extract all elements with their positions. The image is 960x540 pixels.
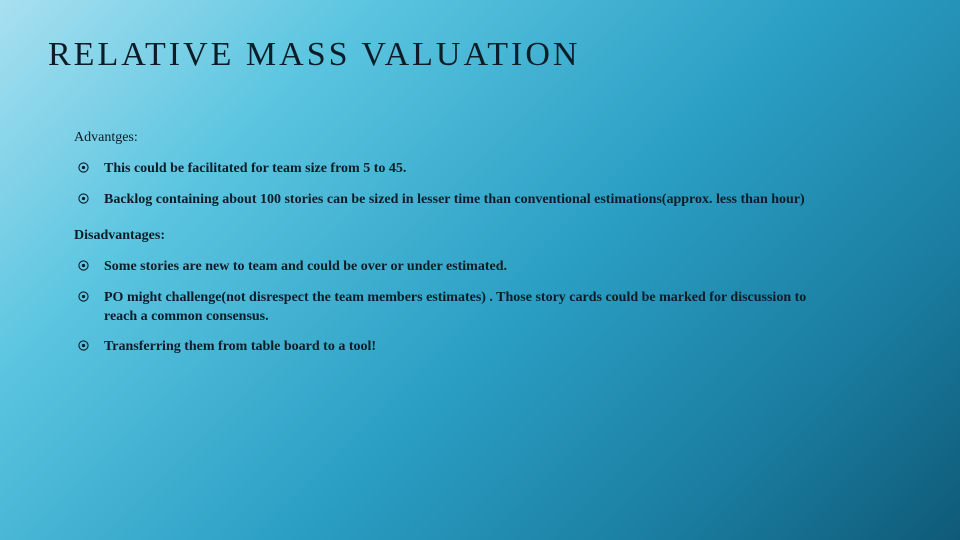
- disadvantages-label: Disadvantages:: [74, 228, 808, 244]
- list-item-text: Backlog containing about 100 stories can…: [104, 192, 805, 207]
- list-item: Backlog containing about 100 stories can…: [74, 191, 808, 210]
- target-bullet-icon: [78, 193, 89, 204]
- list-item: Some stories are new to team and could b…: [74, 258, 808, 277]
- list-item-text: This could be facilitated for team size …: [104, 161, 406, 176]
- list-item-text: Some stories are new to team and could b…: [104, 259, 507, 274]
- list-item: Transferring them from table board to a …: [74, 338, 808, 357]
- list-item: This could be facilitated for team size …: [74, 160, 808, 179]
- target-bullet-icon: [78, 291, 89, 302]
- advantages-label: Advantges:: [74, 130, 808, 146]
- target-bullet-icon: [78, 340, 89, 351]
- slide-title: RELATIVE MASS VALUATION: [48, 36, 912, 74]
- list-item-text: PO might challenge(not disrespect the te…: [104, 290, 806, 324]
- advantages-list: This could be facilitated for team size …: [74, 160, 808, 210]
- target-bullet-icon: [78, 260, 89, 271]
- list-item-text: Transferring them from table board to a …: [104, 339, 376, 354]
- slide-content: Advantges: This could be facilitated for…: [48, 130, 808, 357]
- target-bullet-icon: [78, 162, 89, 173]
- disadvantages-list: Some stories are new to team and could b…: [74, 258, 808, 358]
- slide: RELATIVE MASS VALUATION Advantges: This …: [0, 0, 960, 415]
- list-item: PO might challenge(not disrespect the te…: [74, 289, 808, 327]
